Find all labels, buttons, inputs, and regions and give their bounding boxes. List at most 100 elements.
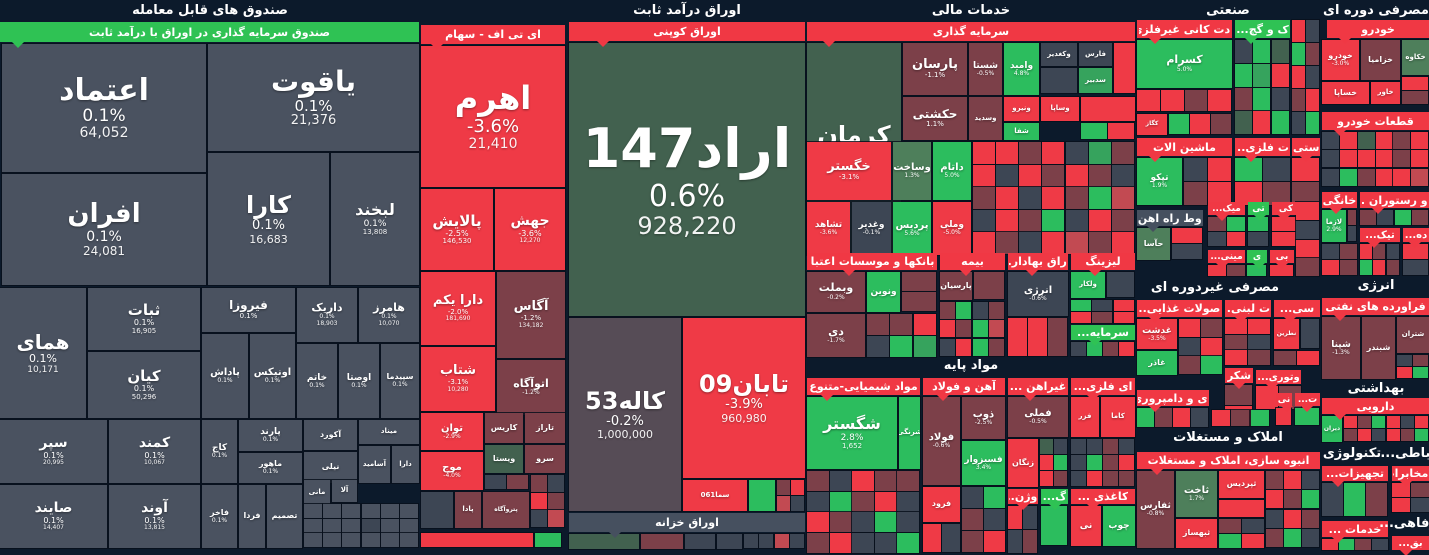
tile-میناد[interactable]: میناد — [359, 420, 419, 444]
mosaic-tile[interactable] — [400, 519, 418, 533]
mosaic-tile[interactable] — [1235, 111, 1252, 134]
mosaic-tile[interactable] — [1263, 182, 1290, 205]
group-header[interactable]: تیک... — [1360, 228, 1400, 248]
mosaic-tile[interactable] — [1276, 408, 1291, 425]
mosaic-tile[interactable] — [1263, 158, 1290, 181]
mosaic-tile[interactable] — [1114, 312, 1134, 323]
group-header[interactable]: میک... — [1208, 202, 1245, 221]
mosaic-tile[interactable] — [875, 512, 897, 532]
mosaic-tile[interactable] — [1155, 408, 1172, 427]
mosaic-tile[interactable] — [1137, 408, 1154, 427]
mosaic-tile[interactable] — [875, 492, 897, 512]
group-header[interactable]: خانگی ... — [1322, 192, 1357, 214]
mosaic-tile[interactable] — [996, 165, 1018, 187]
mosaic-tile[interactable] — [1119, 342, 1134, 356]
mosaic-tile[interactable] — [1092, 300, 1112, 311]
mosaic-tile[interactable] — [342, 504, 360, 518]
mosaic-tile[interactable] — [1179, 338, 1200, 356]
mosaic-tile[interactable] — [1376, 132, 1393, 149]
mosaic-tile[interactable] — [1054, 455, 1067, 470]
tile-شتاب[interactable]: شتاب -3.1% 10,280 — [421, 347, 495, 411]
mosaic-tile[interactable] — [1402, 91, 1428, 104]
mosaic-tile[interactable] — [400, 533, 418, 547]
mosaic-tile[interactable] — [1235, 88, 1252, 111]
mosaic-tile[interactable] — [1344, 416, 1357, 428]
tile-فیروزا[interactable]: فیروزا 0.1% — [202, 288, 295, 332]
tile[interactable] — [421, 533, 533, 547]
tile-دارا یکم[interactable]: دارا یکم -2.0% 181,690 — [421, 272, 495, 345]
mosaic-tile[interactable] — [1112, 187, 1134, 209]
group-header[interactable]: مواد شیمیایی-متنوع — [807, 378, 920, 401]
mosaic-tile[interactable] — [1340, 150, 1357, 167]
mosaic-tile[interactable] — [1340, 132, 1357, 149]
group-header[interactable]: فراورده های نفتی — [1322, 298, 1429, 321]
mosaic-tile[interactable] — [1211, 114, 1231, 134]
tile-اوصتا[interactable]: اوصتا 0.1% — [339, 344, 379, 418]
mosaic-tile[interactable] — [1219, 534, 1241, 548]
group-header[interactable]: دت کانی غیرفلزی... — [1137, 20, 1232, 44]
mosaic-tile[interactable] — [890, 336, 912, 357]
mosaic-tile[interactable] — [1242, 534, 1264, 548]
tile-حآسا[interactable]: حآسا — [1137, 228, 1170, 260]
mosaic-tile[interactable] — [1219, 519, 1241, 533]
mosaic-tile[interactable] — [1372, 539, 1388, 550]
tile-دی[interactable]: دی -1.7% — [807, 314, 865, 357]
group-header[interactable]: ی و دامپروری... — [1137, 390, 1209, 412]
mosaic-tile[interactable] — [790, 534, 804, 548]
mosaic-tile[interactable] — [1306, 20, 1319, 42]
mosaic-tile[interactable] — [962, 509, 983, 530]
mosaic-tile[interactable] — [1292, 182, 1319, 205]
tile[interactable] — [535, 533, 561, 547]
mosaic-tile[interactable] — [1403, 260, 1428, 275]
mosaic-tile[interactable] — [1054, 439, 1067, 454]
mosaic-tile[interactable] — [548, 475, 564, 492]
group-header[interactable]: بیمه — [940, 253, 1005, 276]
mosaic-tile[interactable] — [1270, 265, 1293, 276]
mosaic-tile[interactable] — [1372, 429, 1385, 441]
mosaic-tile[interactable] — [1225, 385, 1252, 405]
mosaic-tile[interactable] — [323, 519, 341, 533]
group-header[interactable]: وژن... — [1008, 489, 1038, 510]
tile-اتوآگاه[interactable]: اتوآگاه -1.2% — [497, 360, 565, 415]
tile-ویستا[interactable]: ویستا — [485, 445, 523, 473]
mosaic-tile[interactable] — [362, 519, 380, 533]
mosaic-tile[interactable] — [956, 320, 971, 337]
mosaic-tile[interactable] — [1401, 416, 1414, 428]
tile-پتروآگاه[interactable]: پتروآگاه — [483, 492, 529, 528]
mosaic-tile[interactable] — [1103, 439, 1118, 454]
mosaic-tile[interactable] — [1411, 132, 1428, 149]
mosaic-tile[interactable] — [1028, 318, 1047, 356]
mosaic-tile[interactable] — [304, 533, 322, 547]
tile-سپر[interactable]: سپر 0.1% 20,995 — [0, 420, 107, 483]
tile-کاج[interactable]: کاج 0.1% — [202, 420, 237, 483]
mosaic-tile[interactable] — [1387, 244, 1399, 259]
mosaic-tile[interactable] — [1247, 265, 1266, 276]
group-header[interactable]: صندوق سرمایه گذاری در اوراق با درآمد ثاب… — [0, 22, 419, 48]
mosaic-tile[interactable] — [759, 534, 773, 548]
mosaic-tile[interactable] — [973, 165, 995, 187]
mosaic-tile[interactable] — [1322, 260, 1339, 275]
mosaic-tile[interactable] — [1248, 350, 1270, 365]
mosaic-tile[interactable] — [1208, 182, 1231, 205]
mosaic-tile[interactable] — [1253, 111, 1270, 134]
mosaic-tile[interactable] — [1344, 429, 1357, 441]
mosaic-tile[interactable] — [1411, 150, 1428, 167]
group-header[interactable]: وتوری... — [1256, 370, 1301, 390]
mosaic-tile[interactable] — [1358, 169, 1375, 186]
mosaic-tile[interactable] — [1302, 490, 1319, 508]
mosaic-tile[interactable] — [1071, 342, 1086, 356]
tile-صایند[interactable]: صایند 0.1% 14,407 — [0, 485, 107, 548]
mosaic-tile[interactable] — [1201, 319, 1222, 337]
mosaic-tile[interactable] — [1302, 471, 1319, 489]
mosaic-tile[interactable] — [1040, 455, 1053, 470]
tile-انرژی[interactable]: انرژی -0.6% — [1008, 272, 1068, 316]
tile[interactable] — [641, 534, 683, 549]
mosaic-tile[interactable] — [1340, 169, 1357, 186]
mosaic-tile[interactable] — [1358, 429, 1371, 441]
mosaic-tile[interactable] — [1071, 471, 1086, 486]
mosaic-tile[interactable] — [507, 475, 528, 489]
mosaic-tile[interactable] — [1413, 367, 1428, 378]
mosaic-tile[interactable] — [1042, 232, 1064, 254]
mosaic-tile[interactable] — [940, 320, 955, 337]
mosaic-tile[interactable] — [1272, 111, 1289, 134]
